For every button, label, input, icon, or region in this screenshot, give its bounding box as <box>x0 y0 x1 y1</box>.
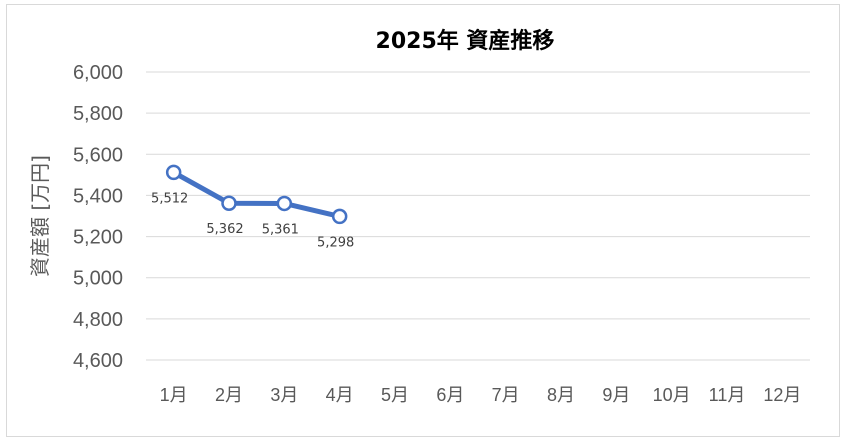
x-tick-label: 3月 <box>270 385 298 405</box>
data-labels: 5,512 5,362 5,361 5,298 <box>151 191 354 250</box>
data-label: 5,298 <box>317 235 354 250</box>
data-label: 5,362 <box>206 222 243 237</box>
data-point <box>221 195 237 211</box>
x-tick-label: 7月 <box>492 385 520 405</box>
y-tick-label: 4,600 <box>73 350 123 372</box>
y-tick-label: 6,000 <box>73 62 123 84</box>
data-point <box>276 195 293 212</box>
x-tick-label: 5月 <box>381 385 409 405</box>
x-tick-label: 8月 <box>547 385 575 405</box>
y-tick-label: 5,000 <box>73 268 123 290</box>
x-tick-label: 12月 <box>763 385 801 405</box>
gridlines <box>146 71 810 361</box>
data-point <box>331 208 348 225</box>
y-tick-label: 5,600 <box>73 144 123 166</box>
data-label: 5,512 <box>151 191 188 206</box>
chart-title: 2025年 資産推移 <box>376 28 555 54</box>
x-tick-label: 9月 <box>602 385 630 405</box>
x-tick-label: 10月 <box>653 385 691 405</box>
chart-frame <box>6 4 840 437</box>
x-tick-label: 6月 <box>436 385 464 405</box>
y-tick-label: 4,800 <box>73 309 123 331</box>
y-axis-label: 資産額 [万円] <box>28 155 52 277</box>
x-axis-ticks: 1月 2月 3月 4月 5月 6月 7月 8月 9月 10月 11月 12月 <box>160 385 802 405</box>
data-point <box>165 164 182 181</box>
series-layer <box>165 164 348 225</box>
y-tick-label: 5,400 <box>73 185 123 207</box>
series-line <box>171 169 343 219</box>
y-tick-label: 5,200 <box>73 227 123 249</box>
y-axis-ticks: 4,600 4,800 5,000 5,200 5,400 5,600 5,800 6,000 <box>73 62 123 372</box>
data-label: 5,361 <box>262 222 299 237</box>
y-tick-label: 5,800 <box>73 103 123 125</box>
x-tick-label: 4月 <box>326 385 354 405</box>
x-tick-label: 11月 <box>709 385 746 405</box>
x-tick-label: 2月 <box>215 385 243 405</box>
x-tick-label: 1月 <box>160 385 188 405</box>
